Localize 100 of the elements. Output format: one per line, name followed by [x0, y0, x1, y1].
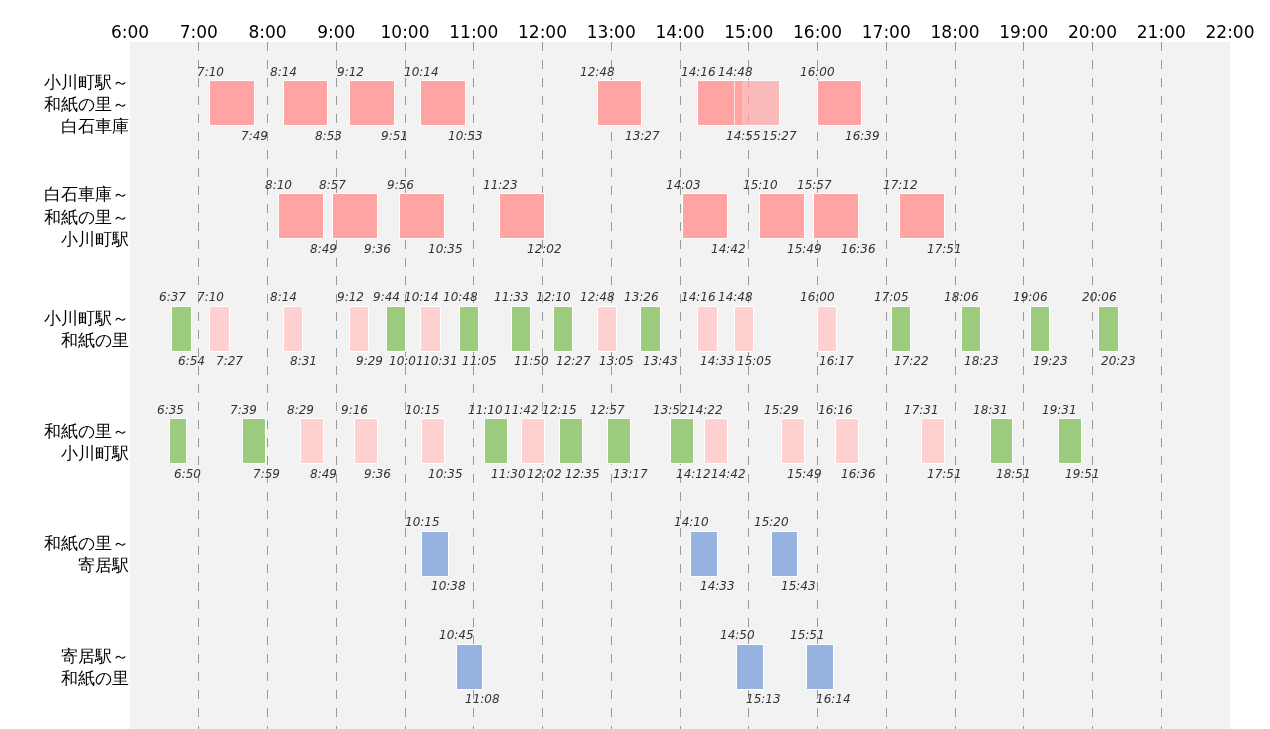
- x-tick-label: 8:00: [248, 21, 287, 42]
- data-label: 18:23: [964, 354, 999, 368]
- annotation: 15:20: [754, 515, 789, 529]
- annotation: 8:14: [270, 65, 297, 79]
- data-label: 16:39: [845, 129, 880, 143]
- data-label: 7:59: [253, 467, 280, 481]
- annotation: 14:48: [718, 65, 753, 79]
- annotation: 10:45: [439, 628, 474, 642]
- bar: [597, 80, 642, 126]
- data-label: 17:51: [927, 242, 962, 256]
- data-label: 19:23: [1033, 354, 1068, 368]
- data-label: 12:02: [527, 467, 562, 481]
- data-label: 13:43: [643, 354, 678, 368]
- annotation: 17:31: [904, 403, 939, 417]
- annotation: 9:12: [337, 65, 364, 79]
- data-label: 14:12: [676, 467, 711, 481]
- data-label: 18:51: [996, 467, 1031, 481]
- data-label: 7:27: [216, 354, 244, 368]
- annotation: 9:12: [337, 290, 364, 304]
- data-label: 14:33: [700, 354, 735, 368]
- annotation: 14:10: [674, 515, 709, 529]
- annotation: 8:14: [270, 290, 297, 304]
- bar: [781, 418, 805, 464]
- data-label: 6:50: [174, 467, 202, 481]
- annotation: 12:57: [590, 403, 625, 417]
- data-label: 16:17: [819, 354, 854, 368]
- data-label: 9:51: [381, 129, 408, 143]
- bar: [682, 193, 728, 239]
- data-label: 15:49: [787, 467, 822, 481]
- bar: [835, 418, 859, 464]
- bar: [817, 306, 837, 352]
- data-label: 12:35: [565, 467, 600, 481]
- data-label: 10:35: [428, 242, 463, 256]
- annotation: 12:15: [542, 403, 577, 417]
- annotation: 10:14: [404, 65, 439, 79]
- annotation: 17:05: [874, 290, 909, 304]
- x-tick-label: 14:00: [655, 21, 705, 42]
- annotation: 11:23: [483, 178, 518, 192]
- y-tick-label: 和紙の里～小川町駅: [44, 420, 129, 463]
- x-tick-label: 20:00: [1068, 21, 1117, 42]
- x-tick-label: 13:00: [586, 21, 636, 42]
- annotation: 11:33: [494, 290, 529, 304]
- x-tick-label: 6:00: [110, 21, 150, 42]
- annotation: 12:48: [580, 65, 615, 79]
- annotation: 9:56: [387, 178, 415, 192]
- bar: [813, 193, 859, 239]
- data-label: 13:27: [625, 129, 660, 143]
- data-label: 14:42: [711, 467, 746, 481]
- annotation: 18:06: [944, 290, 979, 304]
- data-label: 8:31: [290, 354, 317, 368]
- bar: [607, 418, 631, 464]
- annotation: 7:39: [230, 403, 257, 417]
- annotation: 7:10: [197, 65, 225, 79]
- data-label: 8:49: [310, 242, 337, 256]
- data-label: 9:29: [356, 354, 383, 368]
- y-tick-label: 和紙の里～寄居駅: [44, 533, 129, 576]
- annotation: 19:31: [1042, 403, 1077, 417]
- data-label: 12:02: [527, 242, 562, 256]
- annotation: 8:57: [319, 178, 347, 192]
- data-label: 11:05: [462, 354, 497, 368]
- data-label: 11:30: [491, 467, 526, 481]
- data-label: 15:49: [787, 242, 822, 256]
- data-label: 10:31: [423, 354, 458, 368]
- annotation: 6:37: [159, 290, 187, 304]
- annotation: 15:57: [797, 178, 832, 192]
- annotation: 11:10: [468, 403, 503, 417]
- bar: [891, 306, 911, 352]
- data-label: 16:36: [841, 467, 876, 481]
- data-label: 17:22: [894, 354, 929, 368]
- y-tick-label: 白石車庫～和紙の里～小川町駅: [44, 184, 129, 249]
- annotation: 13:52: [653, 403, 688, 417]
- annotation: 19:06: [1013, 290, 1048, 304]
- annotation: 16:00: [800, 65, 835, 79]
- x-tick-label: 9:00: [317, 21, 356, 42]
- y-tick-label: 小川町駅～和紙の里: [44, 308, 129, 351]
- data-label: 15:43: [781, 579, 816, 593]
- bar: [1058, 418, 1082, 464]
- data-label: 11:08: [465, 692, 500, 706]
- bar: [734, 306, 754, 352]
- data-label: 10:35: [428, 467, 463, 481]
- data-label: 11:50: [514, 354, 549, 368]
- y-tick-label: 寄居駅～和紙の里: [61, 645, 129, 689]
- x-tick-label: 16:00: [793, 21, 842, 42]
- data-label: 14:33: [700, 579, 735, 593]
- annotation: 10:14: [404, 290, 439, 304]
- annotation: 12:10: [536, 290, 571, 304]
- annotation: 18:31: [973, 403, 1008, 417]
- x-tick-label: 17:00: [861, 21, 911, 42]
- bar: [553, 306, 573, 352]
- annotation: 14:16: [681, 290, 716, 304]
- data-label: 12:27: [556, 354, 591, 368]
- bar: [1098, 306, 1119, 352]
- annotation: 8:29: [287, 403, 314, 417]
- x-tick-label: 21:00: [1136, 21, 1186, 42]
- annotation: 15:51: [790, 628, 825, 642]
- data-label: 8:49: [310, 467, 337, 481]
- annotation: 12:48: [580, 290, 615, 304]
- annotation: 14:16: [681, 65, 716, 79]
- annotation: 11:42: [504, 403, 539, 417]
- annotation: 13:26: [624, 290, 659, 304]
